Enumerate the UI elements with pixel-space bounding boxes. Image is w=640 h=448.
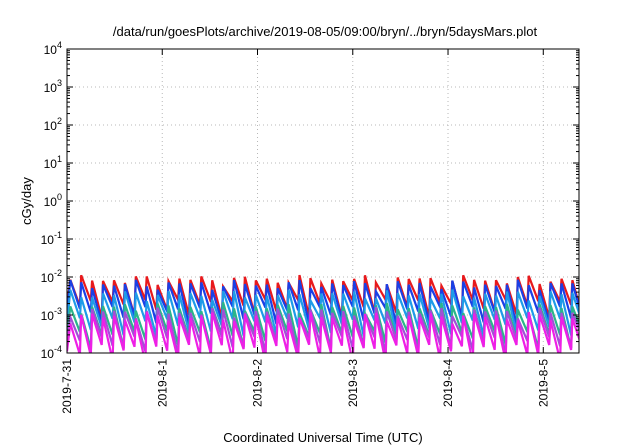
x-tick-label: 2019-8-2 (251, 359, 265, 407)
y-tick-label: 101 (44, 154, 62, 171)
y-axis: 10-4 10-3 10-2 10-1 100 101 102 103 104 (41, 40, 579, 361)
y-tick-label: 10-4 (41, 344, 62, 361)
y-axis-label: cGy/day (19, 177, 34, 225)
y-tick-label: 10-2 (41, 268, 62, 285)
x-tick-label: 2019-7-31 (60, 359, 74, 414)
x-tick-label: 2019-8-4 (441, 359, 455, 407)
y-tick-label: 10-1 (41, 230, 62, 247)
x-axis: 2019-7-31 2019-8-1 2019-8-2 2019-8-3 2019-8-… (60, 49, 550, 414)
x-axis-label: Coordinated Universal Time (UTC) (223, 430, 422, 445)
y-tick-label: 100 (44, 192, 62, 209)
series-lines (67, 274, 579, 353)
y-tick-label: 104 (44, 40, 62, 57)
chart-title: /data/run/goesPlots/archive/2019-08-05/0… (113, 24, 538, 39)
x-tick-label: 2019-8-5 (536, 359, 550, 407)
x-tick-label: 2019-8-1 (155, 359, 169, 407)
y-tick-label: 10-3 (41, 306, 62, 323)
y-tick-label: 103 (44, 78, 62, 95)
y-tick-label: 102 (44, 116, 62, 133)
x-tick-label: 2019-8-3 (346, 359, 360, 407)
